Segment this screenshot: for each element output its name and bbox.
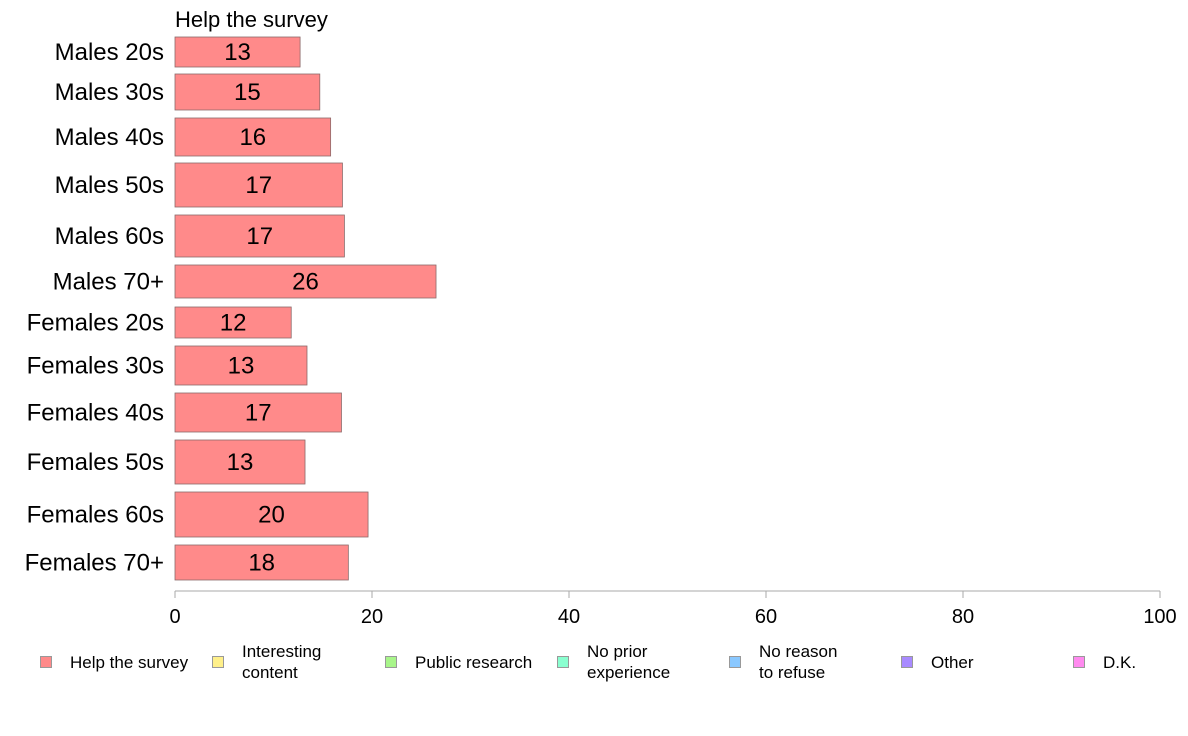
- bar: [174, 264, 437, 299]
- x-axis: 0 20 40 60 80 100: [169, 590, 1177, 628]
- value-label: 16: [239, 124, 266, 151]
- legend-label: Other: [931, 652, 974, 672]
- value-label: 15: [234, 79, 261, 106]
- x-tick-label: 0: [169, 606, 180, 628]
- value-label: 26: [292, 269, 319, 296]
- value-label: 13: [224, 39, 251, 66]
- value-label: 17: [245, 400, 272, 427]
- category-label: Females 60s: [27, 502, 164, 529]
- bar: [174, 392, 342, 433]
- legend-swatch: [1073, 656, 1085, 668]
- category-label: Males 50s: [55, 172, 164, 199]
- legend-swatch: [385, 656, 397, 668]
- bar: [174, 73, 321, 111]
- legend-swatch: [901, 656, 913, 668]
- category-label: Males 20s: [55, 39, 164, 66]
- value-label: 20: [258, 502, 285, 529]
- legend-item: D.K.: [1073, 638, 1136, 686]
- bar: [174, 36, 301, 68]
- bar: [174, 162, 343, 208]
- legend-item: Interesting content: [212, 638, 321, 686]
- value-label: 17: [246, 223, 273, 250]
- legend-label: Public research: [415, 652, 533, 672]
- category-label: Females 30s: [27, 353, 164, 380]
- x-tick-label: 40: [558, 606, 580, 628]
- legend-label: No reason to refuse: [759, 642, 838, 682]
- category-label: Females 20s: [27, 310, 164, 337]
- bars-group: Males 20s 13 Males 30s 15 Males 40s 16 Males 5…: [25, 36, 437, 581]
- category-label: Males 60s: [55, 223, 164, 250]
- bar: [174, 117, 332, 157]
- category-label: Females 40s: [27, 400, 164, 427]
- x-tick-label: 100: [1143, 606, 1176, 628]
- bar: [174, 439, 306, 485]
- value-label: 13: [228, 353, 255, 380]
- series-title: Help the survey: [175, 7, 328, 32]
- legend-item: No reason to refuse: [729, 638, 837, 686]
- bar: [174, 491, 369, 538]
- x-tick-label: 80: [952, 606, 974, 628]
- value-label: 17: [245, 172, 272, 199]
- legend-label: No prior experience: [587, 642, 671, 682]
- bar: [174, 345, 308, 386]
- category-label: Males 70+: [53, 269, 164, 296]
- legend-swatch: [40, 656, 52, 668]
- value-label: 12: [220, 310, 247, 337]
- legend-item: No prior experience: [557, 638, 670, 686]
- legend-item: Other: [901, 638, 974, 686]
- legend-item: Public research: [385, 638, 532, 686]
- bar: [174, 306, 292, 339]
- legend-item: Help the survey: [40, 638, 188, 686]
- legend-label: D.K.: [1103, 652, 1137, 672]
- x-tick-label: 20: [361, 606, 383, 628]
- legend-swatch: [729, 656, 741, 668]
- category-label: Males 30s: [55, 79, 164, 106]
- bar: [174, 544, 349, 581]
- legend-swatch: [212, 656, 224, 668]
- category-label: Females 70+: [25, 550, 164, 577]
- value-label: 13: [227, 449, 254, 476]
- bar: [174, 214, 345, 258]
- legend-label: Interesting content: [242, 642, 322, 682]
- legend: Help the survey Interesting content Public…: [0, 638, 1188, 698]
- legend-label: Help the survey: [70, 652, 189, 672]
- category-label: Males 40s: [55, 124, 164, 151]
- x-tick-label: 60: [755, 606, 777, 628]
- legend-swatch: [557, 656, 569, 668]
- category-label: Females 50s: [27, 449, 164, 476]
- value-label: 18: [248, 550, 275, 577]
